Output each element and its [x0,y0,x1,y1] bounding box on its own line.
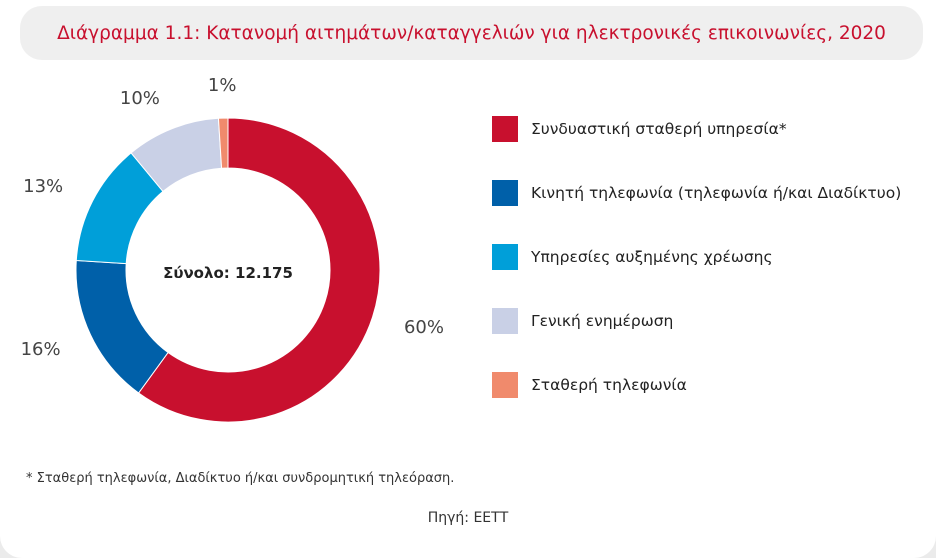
footnote: * Σταθερή τηλεφωνία, Διαδίκτυο ή/και συν… [26,471,455,486]
legend-swatch [492,308,518,334]
legend-item: Κινητή τηλεφωνία (τηλεφωνία ή/και Διαδίκ… [492,180,901,206]
legend-label: Σταθερή τηλεφωνία [531,376,687,394]
title-bar: Διάγραμμα 1.1: Κατανομή αιτημάτων/καταγγ… [20,6,923,60]
legend-label: Κινητή τηλεφωνία (τηλεφωνία ή/και Διαδίκ… [531,184,902,202]
legend-swatch [492,244,518,270]
slice-percent-label: 13% [23,176,63,197]
legend-label: Υπηρεσίες αυξημένης χρέωσης [531,248,773,266]
source-note: Πηγή: ΕΕΤΤ [427,510,509,526]
legend-swatch [492,180,518,206]
legend-item: Συνδυαστική σταθερή υπηρεσία* [492,116,787,142]
legend-item: Υπηρεσίες αυξημένης χρέωσης [492,244,773,270]
legend-item: Γενική ενημέρωση [492,308,673,334]
slice-percent-label: 16% [21,339,61,360]
legend-swatch [492,116,518,142]
chart-title: Διάγραμμα 1.1: Κατανομή αιτημάτων/καταγγ… [57,22,886,44]
center-total-label: Σύνολο: 12.175 [163,264,293,282]
slice-percent-label: 1% [208,75,237,96]
slice-percent-label: 60% [404,317,444,338]
legend-label: Γενική ενημέρωση [531,312,674,330]
donut-slice-1 [137,117,381,423]
legend-label: Συνδυαστική σταθερή υπηρεσία* [531,120,787,138]
legend-swatch [492,372,518,398]
slice-percent-label: 10% [120,88,160,109]
donut-slice-5 [217,117,229,169]
legend-item: Σταθερή τηλεφωνία [492,372,687,398]
donut-chart: 60% 16% 13% 10% 1% Σύνολο: 12.175 [21,75,444,423]
